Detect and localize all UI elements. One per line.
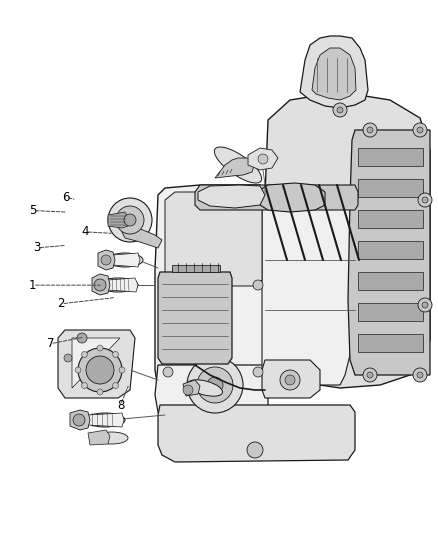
Polygon shape <box>72 338 120 388</box>
Polygon shape <box>260 183 325 212</box>
Polygon shape <box>262 360 320 398</box>
Circle shape <box>422 302 428 308</box>
Polygon shape <box>172 265 220 272</box>
Text: 4: 4 <box>81 225 89 238</box>
Circle shape <box>367 127 373 133</box>
Polygon shape <box>262 188 360 385</box>
Ellipse shape <box>214 147 261 183</box>
Text: 8: 8 <box>117 399 124 411</box>
Circle shape <box>417 372 423 378</box>
Ellipse shape <box>187 380 223 396</box>
Polygon shape <box>70 410 90 430</box>
Circle shape <box>333 103 347 117</box>
Circle shape <box>253 367 263 377</box>
Circle shape <box>187 357 243 413</box>
Text: 5: 5 <box>29 204 36 217</box>
Circle shape <box>417 127 423 133</box>
Circle shape <box>101 255 111 265</box>
Polygon shape <box>108 278 138 292</box>
Circle shape <box>413 368 427 382</box>
Polygon shape <box>88 413 124 427</box>
Circle shape <box>367 372 373 378</box>
Circle shape <box>81 383 88 389</box>
Bar <box>358 272 423 290</box>
Circle shape <box>119 367 125 373</box>
Circle shape <box>94 279 106 291</box>
Polygon shape <box>113 253 140 267</box>
Circle shape <box>363 123 377 137</box>
Circle shape <box>258 154 268 164</box>
Circle shape <box>337 107 343 113</box>
Bar <box>358 303 423 321</box>
Text: 1: 1 <box>29 279 37 292</box>
Polygon shape <box>158 272 232 364</box>
Bar <box>358 179 423 197</box>
Polygon shape <box>260 92 430 388</box>
Circle shape <box>418 193 432 207</box>
Polygon shape <box>108 212 128 228</box>
Circle shape <box>97 345 103 351</box>
Circle shape <box>253 280 263 290</box>
Polygon shape <box>195 185 358 210</box>
Circle shape <box>108 198 152 242</box>
Circle shape <box>73 414 85 426</box>
Polygon shape <box>155 365 268 428</box>
Bar <box>358 210 423 228</box>
Circle shape <box>81 351 88 358</box>
Text: 3: 3 <box>34 241 41 254</box>
Circle shape <box>163 367 173 377</box>
Polygon shape <box>92 274 110 295</box>
Circle shape <box>422 197 428 203</box>
Bar <box>358 334 423 352</box>
Polygon shape <box>165 192 262 286</box>
Polygon shape <box>300 36 368 108</box>
Polygon shape <box>98 250 115 270</box>
Polygon shape <box>198 185 265 208</box>
Text: 6: 6 <box>62 191 70 204</box>
Circle shape <box>197 367 233 403</box>
Circle shape <box>418 298 432 312</box>
Circle shape <box>113 383 119 389</box>
Bar <box>358 148 423 166</box>
Circle shape <box>207 377 223 393</box>
Polygon shape <box>88 430 110 445</box>
Ellipse shape <box>85 413 125 427</box>
Circle shape <box>116 206 144 234</box>
Polygon shape <box>158 405 355 462</box>
Polygon shape <box>348 130 430 375</box>
Text: 2: 2 <box>57 297 65 310</box>
Text: 7: 7 <box>46 337 54 350</box>
Circle shape <box>75 367 81 373</box>
Circle shape <box>86 356 114 384</box>
Ellipse shape <box>96 432 128 444</box>
Polygon shape <box>215 158 255 178</box>
Polygon shape <box>122 226 162 248</box>
Circle shape <box>77 333 87 343</box>
Circle shape <box>247 442 263 458</box>
Circle shape <box>285 375 295 385</box>
Circle shape <box>78 348 122 392</box>
Circle shape <box>363 368 377 382</box>
Polygon shape <box>183 380 200 396</box>
Circle shape <box>124 214 136 226</box>
Bar <box>358 241 423 259</box>
Circle shape <box>183 385 193 395</box>
Polygon shape <box>58 330 135 398</box>
Circle shape <box>113 351 119 358</box>
Circle shape <box>413 123 427 137</box>
Ellipse shape <box>107 253 143 267</box>
Polygon shape <box>155 185 265 408</box>
Circle shape <box>64 354 72 362</box>
Polygon shape <box>312 48 356 100</box>
Circle shape <box>280 370 300 390</box>
Circle shape <box>97 389 103 395</box>
Polygon shape <box>248 148 278 170</box>
Ellipse shape <box>98 278 138 292</box>
